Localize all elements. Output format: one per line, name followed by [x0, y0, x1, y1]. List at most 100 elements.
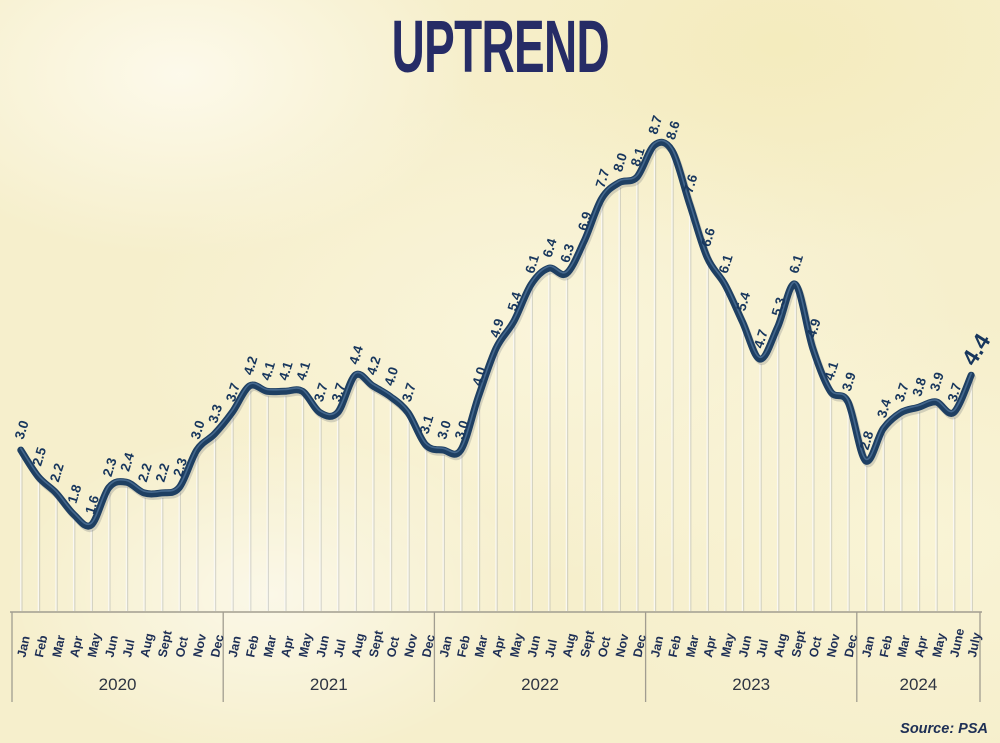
month-label: Sept	[578, 628, 598, 658]
month-label: Jun	[736, 634, 754, 659]
month-label: Dec	[842, 633, 860, 658]
month-label: Nov	[824, 633, 843, 659]
data-label: 4.1	[821, 359, 841, 382]
year-label: 2021	[310, 675, 348, 694]
data-label: 4.0	[469, 365, 489, 387]
month-label: Jul	[120, 638, 137, 659]
data-label: 5.4	[733, 290, 753, 313]
data-label: 1.8	[65, 482, 85, 505]
data-label: 5.3	[769, 295, 789, 318]
data-label: 3.7	[945, 381, 965, 403]
data-label: 2.3	[100, 456, 120, 479]
data-label: 3.8	[909, 375, 929, 398]
month-label: Jul	[331, 638, 348, 659]
data-label: 8.6	[663, 119, 683, 142]
data-label: 3.7	[223, 381, 243, 403]
data-label: 8.0	[610, 151, 630, 173]
month-label: Jun	[314, 634, 332, 659]
month-label: May	[85, 632, 104, 659]
data-label: 6.1	[786, 252, 806, 275]
data-label: 6.9	[575, 210, 595, 232]
data-label: 5.4	[505, 290, 525, 313]
month-label: Mar	[261, 634, 279, 659]
data-label: 4.1	[258, 359, 278, 382]
month-label: May	[930, 632, 949, 659]
data-label: 3.9	[839, 370, 859, 392]
month-label: Aug	[349, 632, 368, 659]
month-label: Mar	[50, 634, 68, 659]
chart-title-text: UPTREND	[391, 5, 609, 88]
month-label: Aug	[771, 632, 790, 659]
data-label: 4.1	[276, 359, 296, 382]
month-label: Oct	[807, 635, 825, 659]
month-label: Aug	[138, 632, 157, 659]
month-label: Nov	[402, 633, 421, 659]
data-label: 3.7	[399, 381, 419, 403]
data-label: 2.2	[135, 461, 155, 483]
trend-line-highlight	[20, 139, 972, 526]
month-label: Oct	[173, 635, 191, 659]
data-label: 2.8	[857, 429, 877, 452]
month-label: Jul	[543, 638, 560, 659]
month-label: Jun	[103, 634, 121, 659]
month-label: Apr	[490, 635, 508, 659]
data-label: 3.7	[892, 381, 912, 403]
month-label: Nov	[191, 633, 210, 659]
month-label: Dec	[631, 633, 649, 658]
month-label: Feb	[32, 634, 50, 659]
data-label: 3.4	[874, 397, 894, 420]
month-label: Jan	[859, 635, 877, 659]
data-label: 2.4	[117, 450, 137, 473]
data-label: 4.0	[381, 365, 401, 387]
month-label: Jun	[525, 634, 543, 659]
month-label: Sept	[789, 628, 809, 658]
data-label: 8.1	[628, 145, 648, 168]
data-label: 3.0	[188, 419, 208, 441]
data-label: 6.1	[522, 252, 542, 275]
month-label: Jan	[226, 635, 244, 659]
month-label: Apr	[701, 635, 719, 659]
data-label-latest: 4.4	[956, 329, 995, 370]
month-label: May	[719, 632, 738, 659]
month-label: Jan	[437, 635, 455, 659]
month-label: Oct	[595, 635, 613, 659]
page-title: UPTREND	[0, 10, 1000, 84]
data-label: 4.9	[487, 317, 507, 339]
month-label: Dec	[208, 633, 226, 658]
data-label: 3.1	[417, 413, 437, 436]
data-label: 4.9	[804, 317, 824, 339]
month-label: July	[965, 631, 984, 658]
data-label: 3.0	[434, 419, 454, 441]
data-label: 3.7	[311, 381, 331, 403]
month-label: Apr	[912, 635, 930, 659]
month-label: June	[947, 627, 967, 658]
data-label: 3.9	[927, 370, 947, 392]
data-label: 4.2	[241, 354, 261, 376]
year-label: 2020	[99, 675, 137, 694]
month-label: Dec	[419, 633, 437, 658]
data-label: 3.7	[329, 381, 349, 403]
data-label: 3.0	[452, 419, 472, 441]
data-label: 2.3	[170, 456, 190, 479]
data-label: 4.7	[751, 328, 771, 350]
data-label: 2.2	[47, 461, 67, 483]
month-label: Sept	[155, 628, 174, 658]
month-label: Oct	[384, 635, 402, 659]
data-label: 1.6	[82, 493, 102, 516]
source-note: Source: PSA	[900, 721, 988, 737]
month-label: Aug	[560, 632, 579, 659]
month-label: Sept	[367, 628, 386, 658]
data-label: 7.6	[681, 172, 701, 195]
month-label: Feb	[877, 634, 895, 659]
month-label: Mar	[895, 634, 913, 659]
year-label: 2022	[521, 675, 559, 694]
data-label: 7.7	[593, 167, 613, 189]
month-label: Apr	[279, 635, 297, 659]
data-label: 4.4	[346, 343, 366, 366]
month-label: Nov	[613, 633, 632, 659]
data-label: 6.6	[698, 226, 718, 249]
data-label: 6.4	[540, 236, 560, 259]
data-label: 4.2	[364, 354, 384, 376]
